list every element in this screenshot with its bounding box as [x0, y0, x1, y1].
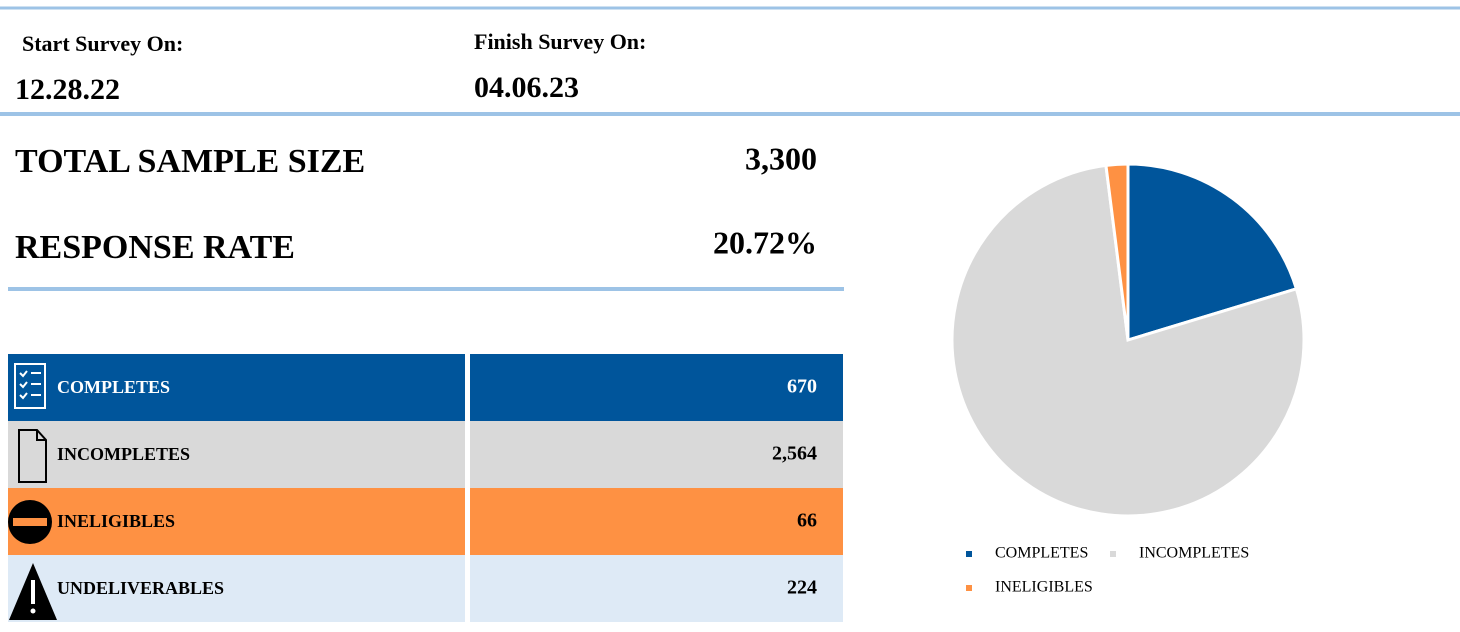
legend-label: INCOMPLETES: [1139, 545, 1249, 562]
warning-icon: [9, 563, 57, 620]
cell: [8, 354, 465, 421]
pie-slice: [1126, 162, 1299, 343]
row-label: UNDELIVERABLES: [57, 578, 224, 598]
cell: [470, 488, 843, 555]
cell: [470, 421, 843, 488]
summary-value: 3,300: [745, 140, 817, 176]
row-label: INELIGIBLES: [57, 511, 175, 531]
row-value: 224: [787, 577, 817, 599]
no-entry-icon: [8, 500, 52, 544]
row-label: COMPLETES: [57, 377, 170, 397]
legend-label: INELIGIBLES: [995, 579, 1093, 596]
finish-date: 04.06.23: [474, 71, 579, 104]
pie-slice: [1104, 162, 1130, 341]
row-label: INCOMPLETES: [57, 444, 190, 464]
summary-label: RESPONSE RATE: [15, 229, 295, 266]
pie-slice: [950, 163, 1306, 518]
summary-label: TOTAL SAMPLE SIZE: [15, 143, 365, 180]
row-value: 2,564: [772, 443, 817, 465]
legend-swatch: [966, 585, 972, 591]
cell: [470, 354, 843, 421]
row-value: 670: [787, 376, 817, 398]
summary-value: 20.72%: [713, 224, 817, 260]
table: COMPLETES 670 INCOMPLETES 2,564 INELIGIB…: [8, 354, 843, 622]
cell: [8, 488, 465, 555]
legend-label: COMPLETES: [995, 545, 1088, 562]
document-icon: [18, 429, 47, 483]
row-value: 66: [797, 510, 817, 532]
cell: [470, 555, 843, 622]
cell: [8, 421, 465, 488]
finish-label: Finish Survey On:: [474, 29, 646, 54]
legend-swatch: [966, 551, 972, 557]
start-label: Start Survey On:: [22, 31, 183, 56]
legend-swatch: [1110, 551, 1116, 557]
start-date: 12.28.22: [15, 73, 120, 106]
checklist-icon: [14, 363, 46, 409]
cell: [8, 555, 465, 622]
